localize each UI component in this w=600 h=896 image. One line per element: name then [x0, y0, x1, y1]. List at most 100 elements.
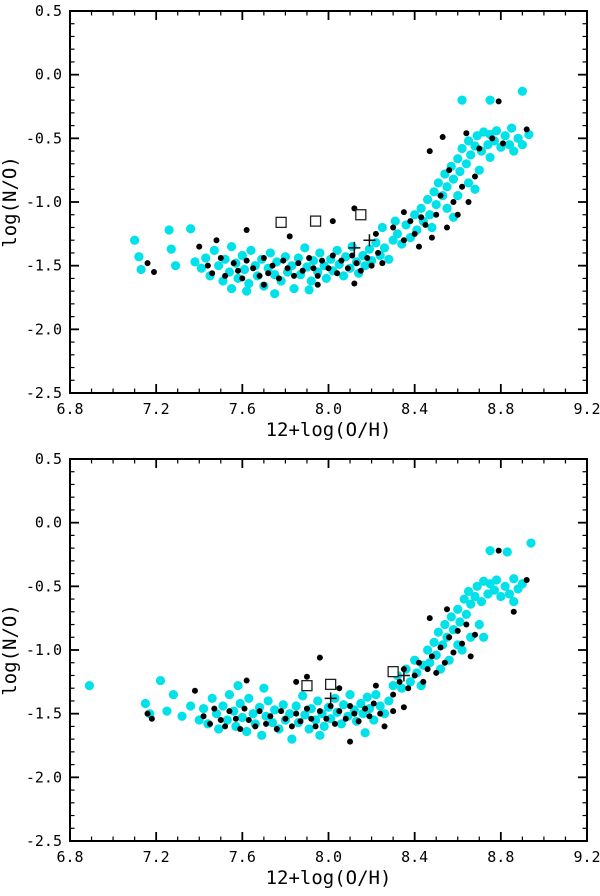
data-point	[270, 705, 280, 715]
data-point	[440, 619, 450, 630]
data-point	[209, 245, 219, 255]
y-tick-label: -2.5	[26, 384, 62, 402]
data-point	[273, 725, 280, 732]
data-point	[198, 703, 209, 714]
data-point	[244, 693, 254, 703]
data-point	[441, 659, 448, 666]
data-point	[331, 720, 338, 727]
data-point	[259, 683, 269, 693]
data-point-plus	[397, 669, 410, 682]
data-point	[338, 700, 349, 710]
y-tick-label: 0.5	[35, 2, 62, 20]
scatter-panel-bottom: 6.8 7.2 7.6 8.0 8.4 8.8 9.2 0.5 0.0 -0.5 -1.0 -1.5 -…	[0, 448, 600, 896]
series-plus-symbols	[348, 234, 376, 254]
data-point	[437, 644, 444, 651]
data-point	[263, 720, 270, 727]
data-point	[509, 597, 519, 607]
data-point	[377, 222, 387, 233]
data-point-square	[387, 665, 399, 678]
data-point	[287, 734, 297, 744]
data-point	[433, 627, 443, 637]
data-point	[355, 718, 362, 725]
y-tick-label: -2.5	[26, 832, 62, 850]
data-point	[270, 289, 280, 299]
data-point	[239, 275, 246, 282]
data-point	[162, 706, 172, 716]
data-point	[453, 191, 463, 201]
data-point	[474, 165, 484, 175]
data-point	[338, 271, 349, 281]
data-point	[222, 715, 232, 725]
data-point	[400, 704, 407, 711]
data-point	[222, 723, 229, 730]
data-point	[284, 265, 291, 272]
data-point	[226, 283, 237, 294]
data-point	[298, 691, 308, 701]
data-point	[218, 701, 228, 711]
data-point	[237, 712, 247, 723]
data-point	[457, 143, 467, 154]
y-tick-label: 0.0	[35, 66, 62, 84]
y-tick-label: -2.0	[26, 768, 62, 786]
data-point	[257, 730, 267, 740]
data-point	[459, 594, 469, 604]
y-tick-label: -1.5	[26, 705, 62, 723]
data-point	[370, 700, 377, 707]
data-point	[269, 262, 276, 269]
data-point	[443, 606, 450, 613]
data-point-plus	[348, 241, 361, 254]
data-point	[357, 267, 364, 274]
data-point	[461, 609, 471, 619]
data-point	[390, 708, 397, 715]
data-point	[200, 713, 207, 720]
data-point	[304, 285, 314, 295]
data-point	[230, 260, 237, 267]
y-tick-label: -2.0	[26, 320, 62, 338]
data-point	[470, 184, 480, 194]
data-point	[362, 705, 369, 712]
data-point	[372, 682, 379, 689]
data-point	[233, 681, 243, 691]
data-point	[312, 723, 319, 730]
data-point	[396, 678, 403, 685]
data-point	[523, 576, 530, 583]
data-point	[388, 681, 398, 691]
data-point	[397, 683, 407, 693]
data-point	[319, 257, 326, 264]
series-open-squares	[275, 209, 367, 229]
data-point	[425, 210, 435, 220]
data-point	[336, 708, 343, 715]
data-point	[461, 159, 471, 169]
data-point	[326, 714, 336, 724]
data-point	[509, 146, 519, 156]
data-point	[164, 225, 174, 235]
data-point	[442, 203, 452, 213]
data-point-square	[325, 678, 337, 691]
data-point	[489, 585, 499, 595]
data-point	[428, 653, 435, 660]
data-point	[384, 254, 394, 264]
data-point	[242, 286, 252, 296]
data-point	[314, 281, 321, 288]
data-point	[315, 248, 325, 258]
data-point	[377, 710, 384, 717]
data-point	[446, 167, 453, 174]
data-point	[213, 237, 220, 244]
data-point	[256, 708, 263, 715]
y-tick-label: 0.5	[35, 450, 62, 468]
data-point	[463, 621, 470, 628]
data-point	[431, 199, 441, 210]
x-tick-label: 7.2	[143, 848, 170, 866]
data-point	[360, 728, 370, 738]
y-tick-label: -0.5	[26, 129, 62, 147]
data-point	[245, 717, 252, 724]
data-point	[226, 708, 233, 715]
x-tick-label: 8.4	[401, 848, 428, 866]
data-point	[459, 183, 466, 190]
data-point	[280, 257, 287, 264]
x-tick-label: 7.6	[229, 848, 256, 866]
data-point	[526, 538, 536, 548]
data-point	[499, 140, 506, 147]
data-point	[308, 715, 315, 722]
data-point	[299, 267, 306, 274]
